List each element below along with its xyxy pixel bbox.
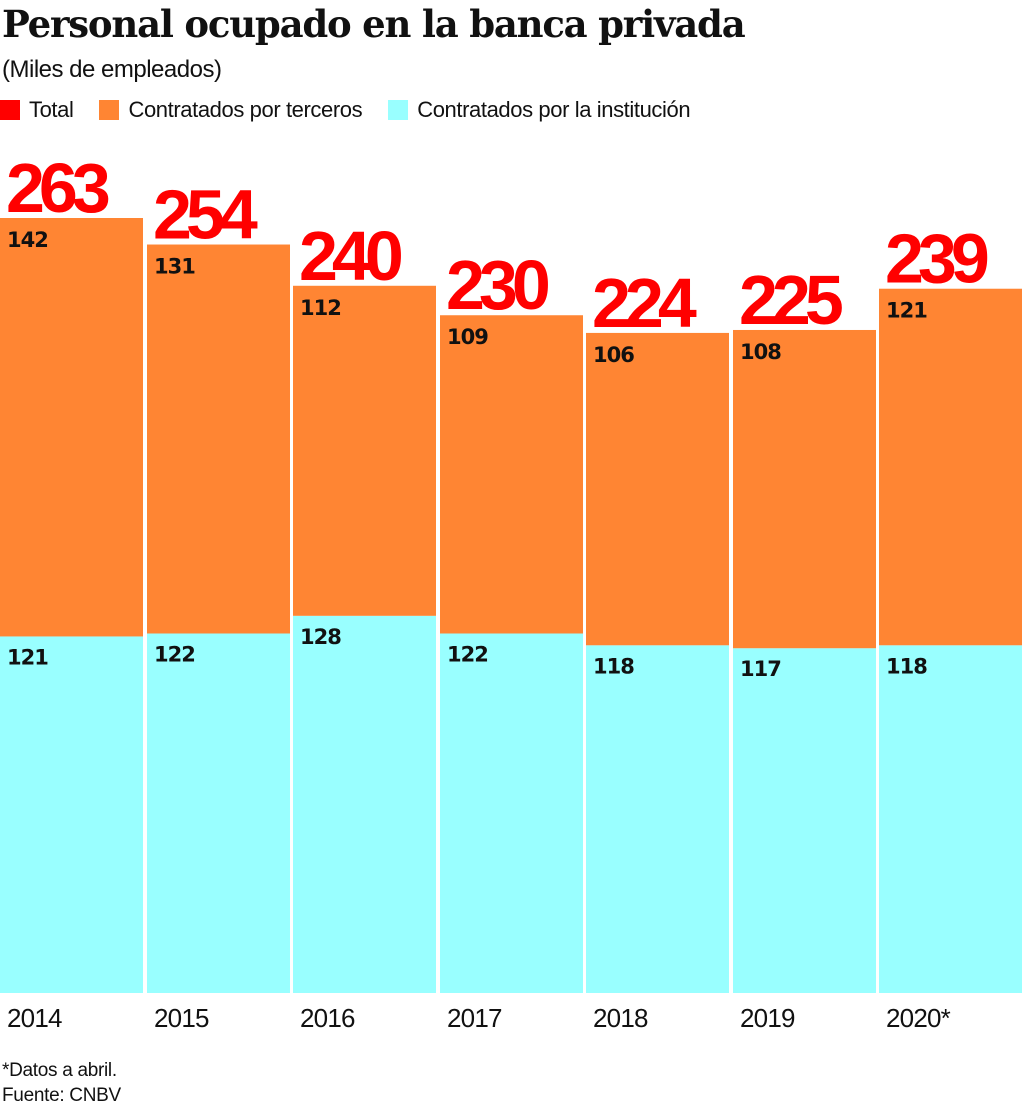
bar-segment-institucion-2018 [586, 645, 729, 993]
bar-segment-terceros-2017 [440, 315, 583, 634]
x-tick-label-2014: 2014 [7, 1003, 62, 1033]
terceros-label-2017: 109 [447, 325, 488, 349]
legend-swatch-institucion [388, 100, 409, 120]
terceros-label-2014: 142 [7, 228, 48, 252]
institucion-label-2017: 122 [447, 642, 488, 666]
legend-swatch-total [0, 100, 20, 120]
x-tick-label-2019: 2019 [740, 1003, 795, 1033]
total-label-2014: 263 [6, 149, 109, 227]
chart-title: Personal ocupado en la banca privada [2, 2, 746, 46]
bar-segment-terceros-2015 [147, 244, 290, 634]
x-tick-label-2018: 2018 [593, 1003, 648, 1033]
institucion-label-2020*: 118 [886, 654, 927, 678]
institucion-label-2015: 122 [154, 642, 195, 666]
legend: Total Contratados por terceros Contratad… [0, 97, 716, 123]
total-label-2016: 240 [299, 217, 402, 295]
bar-segment-institucion-2020* [879, 645, 1022, 993]
total-label-2018: 224 [592, 264, 697, 342]
bar-segment-institucion-2019 [733, 648, 876, 993]
bar-segment-terceros-2019 [733, 329, 876, 649]
institucion-label-2018: 118 [593, 654, 634, 678]
terceros-label-2018: 106 [593, 343, 634, 367]
bar-segment-institucion-2017 [440, 633, 583, 993]
footnote-source: Fuente: CNBV [2, 1085, 121, 1106]
bar-segment-institucion-2015 [147, 633, 290, 993]
x-tick-label-2017: 2017 [447, 1003, 502, 1033]
chart-subtitle: (Miles de empleados) [2, 56, 222, 83]
legend-item-institucion: Contratados por la institución [388, 97, 691, 123]
total-label-2019: 225 [739, 261, 842, 339]
bar-segment-terceros-2020* [879, 288, 1022, 646]
footnote: *Datos a abril. Fuente: CNBV [2, 1058, 121, 1108]
terceros-label-2015: 131 [154, 255, 195, 279]
legend-label-institucion: Contratados por la institución [417, 97, 691, 122]
terceros-label-2016: 112 [300, 296, 341, 320]
bar-segment-institucion-2016 [293, 615, 436, 993]
institucion-label-2014: 121 [7, 645, 48, 669]
legend-label-total: Total [29, 97, 74, 122]
footnote-note: *Datos a abril. [2, 1060, 117, 1081]
total-label-2015: 254 [153, 176, 258, 254]
bar-segment-institucion-2014 [0, 636, 143, 993]
legend-item-total: Total [0, 97, 74, 123]
terceros-label-2020*: 121 [886, 299, 927, 323]
total-label-2017: 230 [446, 246, 549, 324]
bar-segment-terceros-2016 [293, 285, 436, 616]
bar-segment-terceros-2018 [586, 332, 729, 646]
x-tick-label-2020*: 2020* [886, 1003, 951, 1033]
total-label-2020*: 239 [885, 220, 988, 298]
terceros-label-2019: 108 [740, 340, 781, 364]
legend-item-terceros: Contratados por terceros [99, 97, 363, 123]
institucion-label-2016: 128 [300, 625, 341, 649]
x-tick-label-2015: 2015 [154, 1003, 209, 1033]
bar-segment-terceros-2014 [0, 218, 143, 637]
legend-swatch-terceros [99, 100, 120, 120]
legend-label-terceros: Contratados por terceros [128, 97, 363, 122]
x-tick-label-2016: 2016 [300, 1003, 355, 1033]
institucion-label-2019: 117 [740, 657, 781, 681]
